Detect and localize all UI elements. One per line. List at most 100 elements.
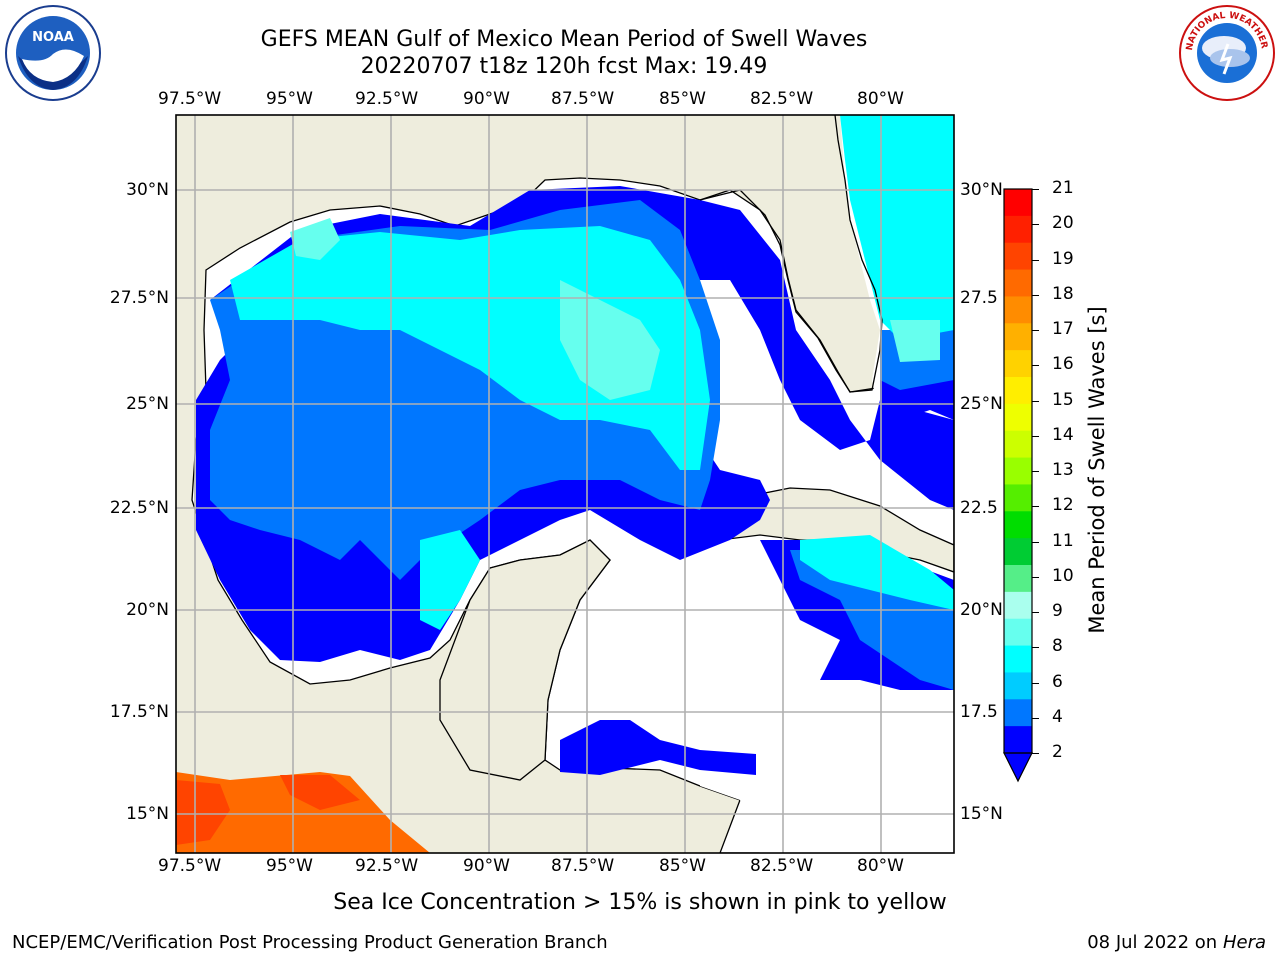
lon-label-top: 97.5°W	[158, 89, 222, 109]
colorbar-tick-mark	[1032, 506, 1039, 508]
yucatan	[439, 539, 611, 781]
map-grid	[176, 115, 954, 853]
pacific-water	[176, 772, 430, 853]
lon-label-top: 92.5°W	[355, 89, 419, 109]
colorbar-swatch	[1004, 377, 1032, 405]
colorbar-tick-label: 4	[1052, 706, 1063, 727]
colorbar-swatch	[1004, 242, 1032, 271]
lat-label-left: 30°N	[126, 180, 169, 200]
colorbar-tick-label: 20	[1052, 213, 1074, 234]
lon-label-bottom: 95°W	[266, 856, 313, 876]
date-value: 08 Jul 2022 on	[1087, 932, 1223, 953]
colorbar-tick-mark	[1032, 612, 1039, 613]
lon-label-bottom: 97.5°W	[158, 856, 222, 876]
colorbar-tick-label: 16	[1052, 354, 1074, 375]
colorbar-tick-mark	[1032, 576, 1039, 578]
colorbar-swatch	[1004, 699, 1032, 727]
colorbar-swatch	[1004, 538, 1032, 566]
lon-label-top: 82.5°W	[750, 89, 814, 109]
lat-label-right: 17.5	[960, 702, 998, 722]
map-frame	[175, 114, 955, 854]
nws-logo: NATIONAL WEATHER SERVICE	[1178, 4, 1275, 101]
colorbar-tick-mark	[1032, 647, 1039, 649]
lon-label-bottom: 87.5°W	[551, 856, 615, 876]
swell-fill-6s-caribbean	[800, 535, 954, 610]
colorbar-label: Mean Period of Swell Waves [s]	[1085, 306, 1109, 634]
lat-label-left: 15°N	[126, 804, 169, 824]
swell-fill-8s-west	[290, 218, 340, 260]
lat-label-right: 30°N	[960, 180, 1003, 200]
colorbar-tick-label: 12	[1052, 495, 1074, 516]
lat-label-left: 17.5°N	[109, 702, 169, 722]
lon-label-top: 87.5°W	[551, 89, 615, 109]
colorbar-tick-label: 11	[1052, 530, 1074, 551]
colorbar-tick-mark	[1032, 541, 1039, 543]
date-text: 08 Jul 2022 on Hera	[1087, 932, 1266, 953]
swell-fill-6s-atlantic	[840, 115, 954, 340]
colorbar-tick-mark	[1032, 294, 1039, 296]
colorbar-tick-mark	[1032, 682, 1039, 684]
colorbar-tick-label: 2	[1052, 742, 1063, 762]
colorbar-tick-mark	[1032, 435, 1039, 437]
colorbar-tick-mark	[1032, 753, 1039, 754]
colorbar-swatch	[1004, 296, 1032, 324]
colorbar-tick-label: 10	[1052, 565, 1074, 586]
sea-ice-note: Sea Ice Concentration > 15% is shown in …	[333, 890, 947, 915]
lon-label-top: 80°W	[857, 89, 904, 109]
colorbar-tick-label: 13	[1052, 460, 1074, 480]
colorbar-swatch	[1004, 269, 1032, 297]
colorbar-tick-mark	[1032, 224, 1039, 226]
chart-subtitle: 20220707 t18z 120h fcst Max: 19.49	[360, 54, 768, 79]
lat-label-left: 25°N	[126, 394, 169, 414]
colorbar-tick-label: 17	[1052, 319, 1074, 339]
lat-label-left: 27.5°N	[109, 288, 169, 308]
swell-fill-2s-honduras	[560, 720, 756, 775]
colorbar-swatch	[1004, 591, 1032, 620]
noaa-logo: NOAA	[5, 5, 101, 101]
swell-fill-8s	[560, 280, 660, 400]
colorbar-tick-label: 14	[1052, 424, 1074, 445]
lat-label-right: 20°N	[960, 600, 1003, 620]
colorbar-swatch	[1004, 726, 1032, 754]
colorbar-swatch	[1004, 618, 1032, 647]
chart-title: GEFS MEAN Gulf of Mexico Mean Period of …	[260, 27, 868, 52]
colorbar-swatch	[1004, 350, 1032, 378]
lon-label-bottom: 92.5°W	[355, 856, 419, 876]
noaa-logo-text: NOAA	[32, 30, 74, 45]
lon-label-top: 85°W	[659, 89, 706, 109]
colorbar-tick-mark	[1032, 400, 1039, 402]
colorbar-swatch	[1004, 645, 1032, 673]
forecast-map	[175, 114, 955, 854]
colorbar-tick-mark	[1032, 471, 1039, 472]
colorbar-swatch	[1004, 565, 1032, 593]
colorbar-tick-label: 21	[1052, 178, 1074, 198]
lon-label-top: 95°W	[266, 89, 313, 109]
colorbar-swatch	[1004, 403, 1032, 432]
lat-label-right: 25°N	[960, 394, 1003, 414]
colorbar-tick-label: 19	[1052, 248, 1074, 269]
colorbar-swatch	[1004, 430, 1032, 459]
colorbar-swatch	[1004, 457, 1032, 485]
swell-fill-6s-south	[420, 530, 480, 630]
colorbar-extend-arrow	[1003, 752, 1033, 783]
swell-fill-8s-atlantic	[890, 320, 940, 362]
colorbar-tick-label: 9	[1052, 601, 1063, 621]
colorbar-tick-label: 8	[1052, 636, 1063, 657]
pacific-water-high	[176, 775, 360, 845]
colorbar-tick-label: 18	[1052, 283, 1074, 304]
swell-fill-6s	[230, 226, 710, 470]
lat-label-left: 20°N	[126, 600, 169, 620]
credit-text: NCEP/EMC/Verification Post Processing Pr…	[12, 932, 608, 953]
host-name: Hera	[1222, 932, 1266, 953]
lat-label-left: 22.5°N	[109, 498, 169, 518]
colorbar-tick-mark	[1032, 189, 1039, 190]
colorbar-swatch	[1004, 672, 1032, 700]
lon-label-bottom: 82.5°W	[750, 856, 814, 876]
colorbar-swatch	[1004, 215, 1032, 244]
colorbar-tick-mark	[1032, 259, 1039, 261]
colorbar-swatch	[1004, 189, 1032, 217]
colorbar-swatch	[1004, 323, 1032, 351]
lat-label-right: 15°N	[960, 804, 1003, 824]
colorbar-tick-label: 6	[1052, 671, 1063, 692]
lon-label-top: 90°W	[463, 89, 510, 109]
